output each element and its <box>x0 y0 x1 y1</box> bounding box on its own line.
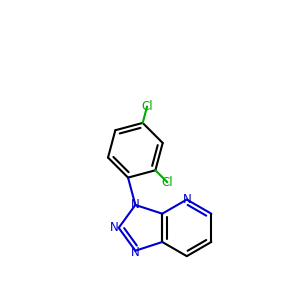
Text: Cl: Cl <box>162 176 173 189</box>
Text: Cl: Cl <box>141 100 153 113</box>
Text: N: N <box>131 246 140 259</box>
Text: N: N <box>131 198 140 212</box>
Text: N: N <box>110 221 119 234</box>
Text: N: N <box>182 193 191 206</box>
